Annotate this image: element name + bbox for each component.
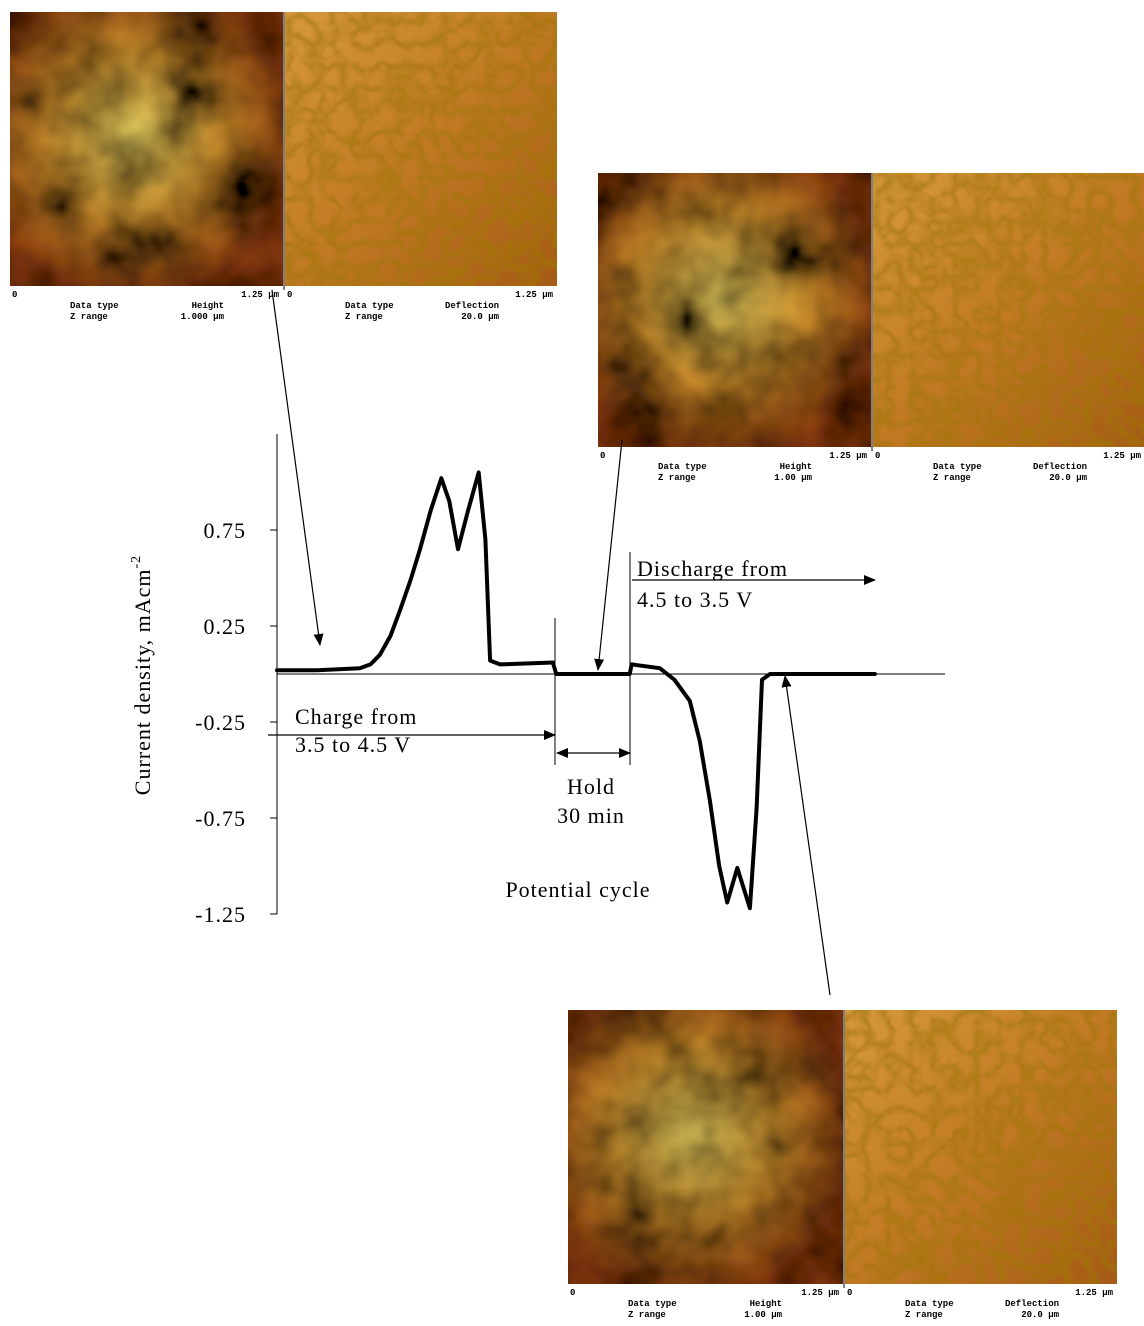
scale-end: 1.25 µm [515,290,553,300]
scale-end: 1.25 µm [1075,1288,1113,1298]
annotation: Hold [567,774,615,799]
scale-end: 1.25 µm [829,451,867,461]
afm-image [285,12,557,286]
annotation: 30 min [557,803,625,828]
scale-start: 0 [847,1288,852,1298]
data-type-label: Data type [933,462,982,472]
arrow [598,440,622,670]
data-type: Deflection [1005,1299,1059,1309]
x-axis-label: Potential cycle [505,877,650,902]
arrow [272,290,320,645]
scale-start: 0 [875,451,880,461]
z-range: 1.000 µm [181,312,225,322]
annotation: Charge from [295,704,417,729]
y-tick-label: -1.25 [195,902,246,927]
y-axis-label-sup: -2 [129,555,144,569]
afm-image [10,12,283,286]
data-type: Height [192,301,224,311]
afm-image [845,1010,1117,1284]
scale-start: 0 [12,290,17,300]
z-range: 20.0 µm [1049,473,1087,483]
annotation: Discharge from [637,556,788,581]
data-type: Deflection [1033,462,1087,472]
scale-end: 1.25 µm [1103,451,1141,461]
figure: 01.25 µmData typeHeightZ range1.000 µm01… [0,0,1144,1326]
data-line [277,472,875,908]
scale-start: 0 [570,1288,575,1298]
arrow [785,676,830,995]
z-range-label: Z range [70,312,108,322]
z-range: 20.0 µm [1021,1310,1059,1320]
z-range-label: Z range [345,312,383,322]
z-range-label: Z range [933,473,971,483]
y-axis-label: Current density, mAcm-2 [129,555,155,795]
y-tick-label: 0.25 [204,614,247,639]
afm-image [598,173,871,447]
data-type-label: Data type [628,1299,677,1309]
scale-start: 0 [600,451,605,461]
data-type: Height [780,462,812,472]
scale-start: 0 [287,290,292,300]
y-axis-label-text: Current density, mAcm [130,568,155,795]
z-range-label: Z range [905,1310,943,1320]
data-type-label: Data type [345,301,394,311]
data-type-label: Data type [70,301,119,311]
data-type: Deflection [445,301,499,311]
z-range: 1.00 µm [744,1310,782,1320]
y-tick-label: -0.75 [195,806,246,831]
y-tick-label: -0.25 [195,710,246,735]
z-range-label: Z range [658,473,696,483]
z-range-label: Z range [628,1310,666,1320]
annotation: 3.5 to 4.5 V [295,732,411,757]
scale-end: 1.25 µm [241,290,279,300]
annotation: 4.5 to 3.5 V [637,587,753,612]
y-tick-label: 0.75 [204,518,247,543]
data-type-label: Data type [658,462,707,472]
data-type: Height [750,1299,782,1309]
afm-image [873,173,1144,447]
data-type-label: Data type [905,1299,954,1309]
z-range: 1.00 µm [774,473,812,483]
z-range: 20.0 µm [461,312,499,322]
afm-image [568,1010,843,1284]
scale-end: 1.25 µm [801,1288,839,1298]
